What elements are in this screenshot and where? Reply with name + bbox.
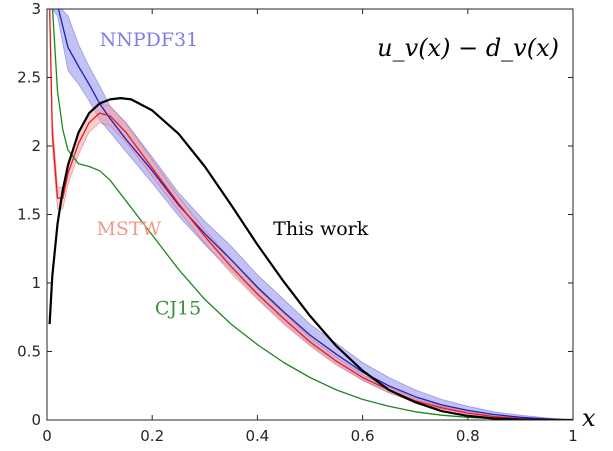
y-tick-label: 1.5 bbox=[17, 206, 41, 224]
nnpdf31-label: NNPDF31 bbox=[100, 29, 199, 51]
uncertainty-bands bbox=[49, 9, 573, 420]
x-tick-label: 1 bbox=[568, 427, 578, 445]
cj15-line bbox=[51, 9, 573, 420]
series-annotations: NNPDF31 MSTW CJ15 This work bbox=[96, 29, 368, 320]
axis-ticks: 0 0.2 0.4 0.6 0.8 1 0 0.5 1 1.5 2 2.5 3 bbox=[17, 0, 578, 445]
x-tick-label: 0.4 bbox=[245, 427, 269, 445]
y-tick-label: 1 bbox=[31, 274, 41, 292]
chart-title: u_v(x) − d_v(x) bbox=[377, 34, 559, 62]
this-work-label: This work bbox=[273, 218, 369, 240]
mstw-band bbox=[49, 9, 573, 420]
x-axis-label: x bbox=[582, 404, 596, 432]
y-tick-label: 0 bbox=[31, 411, 41, 429]
x-tick-label: 0.8 bbox=[456, 427, 480, 445]
y-tick-label: 0.5 bbox=[17, 343, 41, 361]
x-tick-label: 0.6 bbox=[351, 427, 375, 445]
mstw-line bbox=[49, 9, 573, 420]
x-tick-label: 0.2 bbox=[140, 427, 164, 445]
y-tick-label: 2 bbox=[31, 137, 41, 155]
nnpdf31-line bbox=[57, 9, 573, 420]
series-lines bbox=[48, 9, 573, 420]
y-tick-label: 2.5 bbox=[17, 69, 41, 87]
cj15-label: CJ15 bbox=[155, 298, 201, 320]
mstw-label: MSTW bbox=[96, 218, 161, 240]
y-tick-label: 3 bbox=[31, 0, 41, 18]
x-tick-label: 0 bbox=[42, 427, 52, 445]
nnpdf31-band bbox=[52, 9, 573, 420]
this-work-line bbox=[48, 96, 573, 420]
plot-frame bbox=[46, 8, 574, 421]
